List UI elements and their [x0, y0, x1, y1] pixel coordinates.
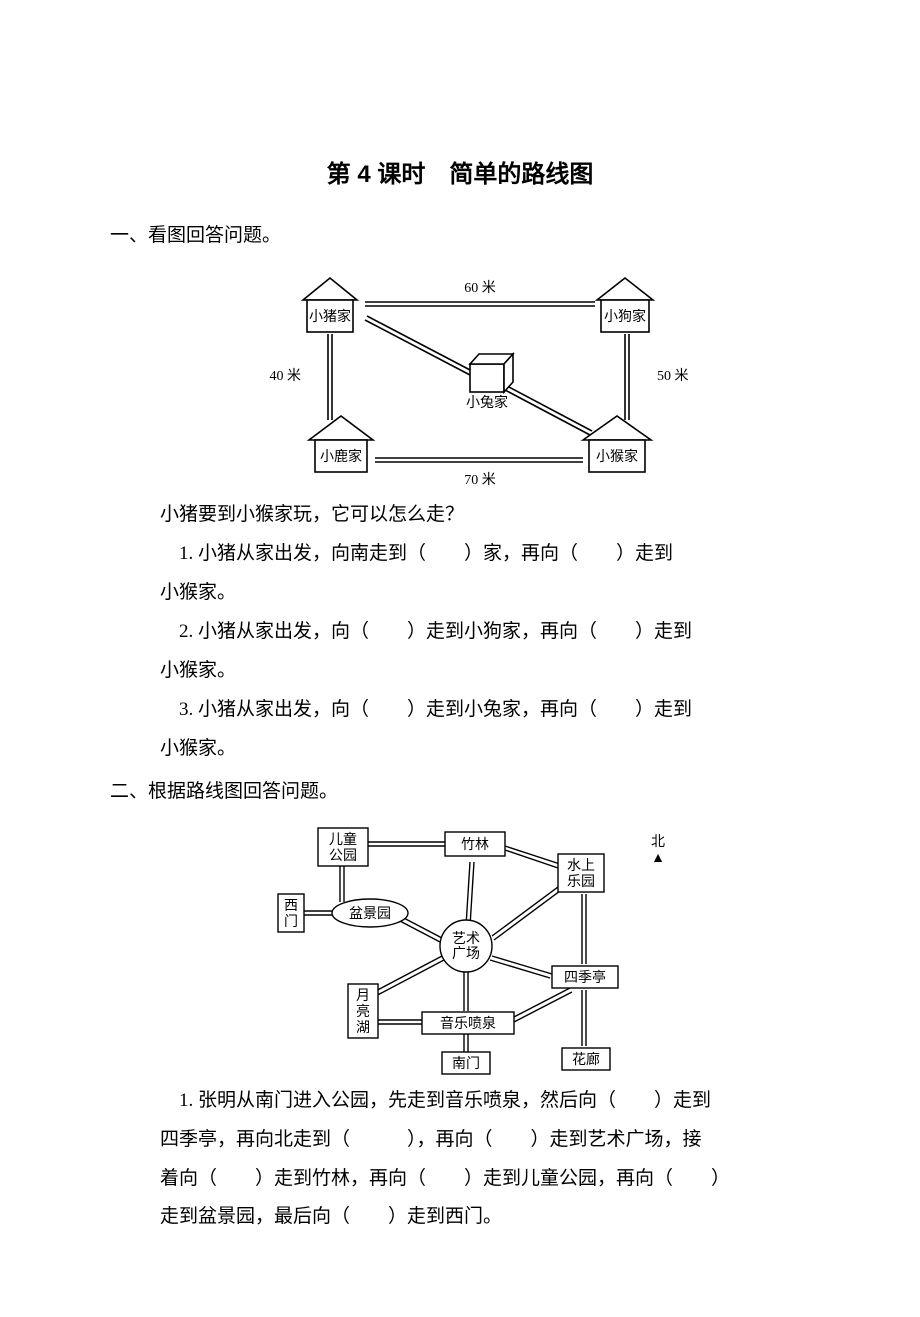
svg-text:儿童: 儿童: [329, 831, 357, 848]
label-monkey: 小猴家: [596, 448, 638, 465]
section2-q1c: 着向（ ）走到竹林，再向（ ）走到儿童公园，再向（ ）: [160, 1160, 810, 1199]
svg-text:艺术: 艺术: [452, 931, 480, 947]
section1-figure: 小猪家 小狗家 小兔家 小鹿家 小猴家 60 米 50 米 70 米 40 米: [265, 260, 705, 490]
section1-q1b: 小猴家。: [160, 574, 810, 613]
svg-text:花廊: 花廊: [572, 1051, 600, 1068]
worksheet-page: 第 4 课时 简单的路线图 一、看图回答问题。: [0, 0, 920, 1317]
svg-text:盆景园: 盆景园: [349, 906, 391, 922]
label-rabbit: 小兔家: [466, 394, 508, 411]
section1-q2b: 小猴家。: [160, 652, 810, 691]
svg-text:水上: 水上: [567, 858, 595, 874]
svg-text:竹林: 竹林: [461, 837, 489, 853]
section1-body: 小猪家 小狗家 小兔家 小鹿家 小猴家 60 米 50 米 70 米 40 米 …: [160, 260, 810, 769]
north-indicator: 北: [651, 834, 665, 850]
dist-left: 40 米: [270, 368, 302, 384]
svg-text:亮: 亮: [356, 1003, 370, 1020]
svg-text:▲: ▲: [651, 851, 665, 866]
section2-body: 1. 张明从南门进入公园，先走到音乐喷泉，然后向（ ）走到 四季亭，再向北走到（…: [160, 1082, 810, 1238]
section1-q2a: 2. 小猪从家出发，向（ ）走到小狗家，再向（ ）走到: [160, 613, 810, 652]
svg-text:四季亭: 四季亭: [564, 969, 606, 986]
section2-q1b: 四季亭，再向北走到（ ），再向（ ）走到艺术广场，接: [160, 1121, 810, 1160]
section2-figure: 儿童公园 竹林 水上乐园 西门 盆景园 艺术广场 四季亭 月亮湖 音乐喷泉 南门…: [270, 816, 700, 1076]
page-title: 第 4 课时 简单的路线图: [110, 150, 810, 199]
section1-q3b: 小猴家。: [160, 730, 810, 769]
svg-text:广场: 广场: [452, 946, 480, 962]
section1-heading: 一、看图回答问题。: [110, 217, 810, 256]
section2-heading: 二、根据路线图回答问题。: [110, 773, 810, 812]
label-pig: 小猪家: [309, 308, 351, 325]
label-dog: 小狗家: [604, 308, 646, 325]
svg-text:月: 月: [356, 988, 370, 1004]
label-deer: 小鹿家: [320, 448, 362, 465]
svg-text:音乐喷泉: 音乐喷泉: [440, 1015, 496, 1032]
dist-right: 50 米: [657, 368, 689, 384]
section2-q1d: 走到盆景园，最后向（ ）走到西门。: [160, 1198, 810, 1237]
svg-text:西: 西: [284, 899, 298, 914]
section2-q1a: 1. 张明从南门进入公园，先走到音乐喷泉，然后向（ ）走到: [160, 1082, 810, 1121]
section1-q1a: 1. 小猪从家出发，向南走到（ ）家，再向（ ）走到: [160, 535, 810, 574]
svg-text:南门: 南门: [452, 1056, 480, 1072]
svg-text:湖: 湖: [356, 1020, 370, 1036]
dist-top: 60 米: [464, 280, 496, 296]
section1-prompt: 小猪要到小猴家玩，它可以怎么走？: [160, 496, 810, 535]
svg-text:公园: 公园: [329, 849, 357, 864]
svg-text:乐园: 乐园: [567, 874, 595, 890]
svg-text:门: 门: [284, 914, 298, 930]
section1-q3a: 3. 小猪从家出发，向（ ）走到小兔家，再向（ ）走到: [160, 691, 810, 730]
dist-bottom: 70 米: [464, 472, 496, 488]
